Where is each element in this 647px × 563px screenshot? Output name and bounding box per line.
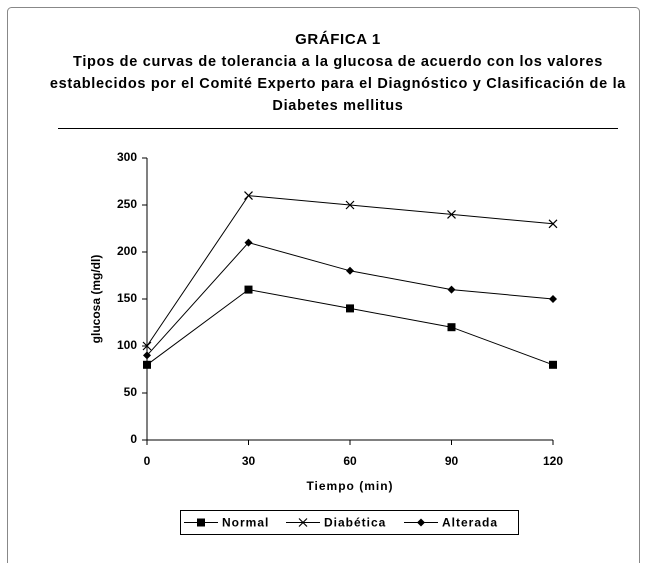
marker bbox=[447, 209, 456, 219]
x-tick-label: 90 bbox=[445, 454, 459, 468]
marker bbox=[143, 351, 151, 360]
marker bbox=[142, 341, 152, 351]
marker bbox=[244, 285, 253, 294]
legend: Normal Diabética Alterada bbox=[180, 510, 519, 535]
legend-label: Normal bbox=[222, 516, 269, 530]
x-axis-title: Tiempo (min) bbox=[306, 479, 393, 493]
chart-frame bbox=[7, 7, 640, 563]
y-tick-label: 50 bbox=[124, 385, 138, 399]
legend-frame bbox=[180, 510, 519, 535]
legend-label: Alterada bbox=[442, 516, 498, 530]
marker bbox=[345, 200, 355, 210]
marker bbox=[549, 295, 557, 303]
marker bbox=[447, 285, 456, 294]
legend-label: Diabética bbox=[324, 516, 386, 530]
series-line bbox=[146, 289, 554, 366]
y-tick-label: 100 bbox=[117, 338, 137, 352]
x-tick-label: 60 bbox=[343, 454, 357, 468]
y-tick-label: 150 bbox=[117, 291, 137, 305]
x-tick-label: 0 bbox=[144, 454, 151, 468]
titles: GRÁFICA 1 Tipos de curvas de tolerancia … bbox=[38, 29, 638, 117]
marker bbox=[346, 304, 354, 313]
x-tick-label: 120 bbox=[543, 454, 563, 468]
marker bbox=[143, 360, 151, 369]
marker bbox=[244, 238, 253, 247]
y-tick-label: 0 bbox=[130, 432, 137, 446]
y-axis-title: glucosa (mg/dl) bbox=[89, 255, 103, 344]
y-tick-label: 250 bbox=[117, 197, 137, 211]
x-tick-label: 30 bbox=[242, 454, 256, 468]
marker bbox=[447, 323, 456, 332]
series-line bbox=[146, 242, 554, 356]
legend-marker bbox=[417, 518, 425, 527]
chart-subtitle: Tipos de curvas de tolerancia a la gluco… bbox=[49, 54, 627, 114]
y-tick-label: 200 bbox=[117, 244, 137, 258]
marker bbox=[548, 219, 558, 229]
marker bbox=[346, 266, 354, 275]
chart-title: GRÁFICA 1 bbox=[295, 31, 381, 48]
marker bbox=[549, 360, 557, 369]
y-tick-label: 300 bbox=[117, 150, 137, 164]
marker bbox=[244, 191, 253, 201]
legend-marker bbox=[298, 518, 308, 527]
legend-marker bbox=[197, 518, 205, 527]
